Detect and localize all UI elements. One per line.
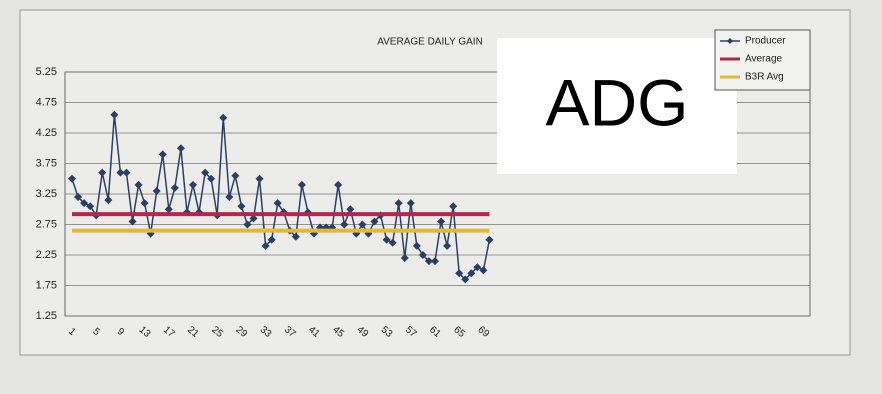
- x-tick-label: 5: [90, 326, 102, 338]
- point: [158, 150, 167, 159]
- point: [255, 174, 264, 183]
- point: [219, 113, 228, 122]
- point: [443, 241, 452, 250]
- point: [273, 199, 282, 208]
- point: [340, 220, 349, 229]
- point: [358, 220, 367, 229]
- y-tick-label: 2.75: [36, 218, 57, 230]
- point: [406, 199, 415, 208]
- point: [291, 232, 300, 241]
- point: [431, 257, 439, 266]
- point: [437, 217, 446, 226]
- legend-label: Average: [745, 54, 783, 65]
- point: [110, 110, 119, 119]
- point: [170, 183, 179, 192]
- point: [116, 168, 125, 177]
- point: [225, 193, 234, 202]
- y-tick-label: 1.75: [36, 279, 57, 291]
- point: [243, 220, 252, 229]
- point: [68, 174, 76, 183]
- x-tick-label: 1: [66, 326, 78, 338]
- legend-label: Producer: [745, 36, 786, 47]
- point: [370, 217, 379, 226]
- y-tick-label: 2.25: [36, 249, 57, 261]
- point: [189, 180, 197, 189]
- series-line: [71, 114, 491, 281]
- point: [424, 257, 433, 266]
- point: [249, 214, 258, 223]
- overlay-label: ADG: [545, 65, 688, 139]
- point: [346, 205, 355, 214]
- point: [485, 235, 494, 244]
- point: [400, 254, 409, 263]
- y-tick-label: 3.25: [36, 188, 57, 200]
- point: [382, 235, 391, 244]
- point: [207, 174, 216, 183]
- y-tick-label: 1.25: [36, 310, 57, 322]
- point: [479, 266, 488, 275]
- point: [267, 235, 276, 244]
- point: [297, 180, 306, 189]
- point: [231, 171, 240, 180]
- point: [140, 199, 149, 208]
- point: [261, 241, 270, 250]
- y-tick-label: 4.75: [36, 96, 57, 108]
- overlay-box: [497, 38, 737, 174]
- point: [412, 241, 421, 250]
- point: [473, 263, 482, 272]
- point: [98, 168, 107, 177]
- x-tick-label: 9: [115, 326, 127, 338]
- point: [122, 168, 131, 177]
- y-tick-label: 3.75: [36, 157, 57, 169]
- point: [388, 238, 397, 247]
- point: [104, 196, 113, 205]
- y-tick-label: 5.25: [36, 66, 57, 78]
- point: [164, 205, 173, 214]
- legend-marker: [727, 38, 733, 44]
- point: [455, 269, 464, 278]
- point: [201, 168, 210, 177]
- point: [74, 193, 83, 202]
- point: [334, 180, 343, 189]
- point: [418, 251, 427, 259]
- chart-title: AVERAGE DAILY GAIN: [377, 37, 483, 48]
- point: [449, 202, 458, 211]
- point: [134, 180, 143, 189]
- point: [152, 186, 161, 195]
- legend-label: B3R Avg: [745, 72, 784, 83]
- point: [176, 144, 185, 153]
- y-tick-label: 4.25: [36, 127, 57, 139]
- point: [86, 202, 95, 211]
- point: [128, 217, 137, 226]
- point: [80, 199, 89, 208]
- point: [394, 199, 403, 208]
- point: [237, 202, 246, 211]
- point: [461, 275, 470, 284]
- point: [467, 269, 476, 278]
